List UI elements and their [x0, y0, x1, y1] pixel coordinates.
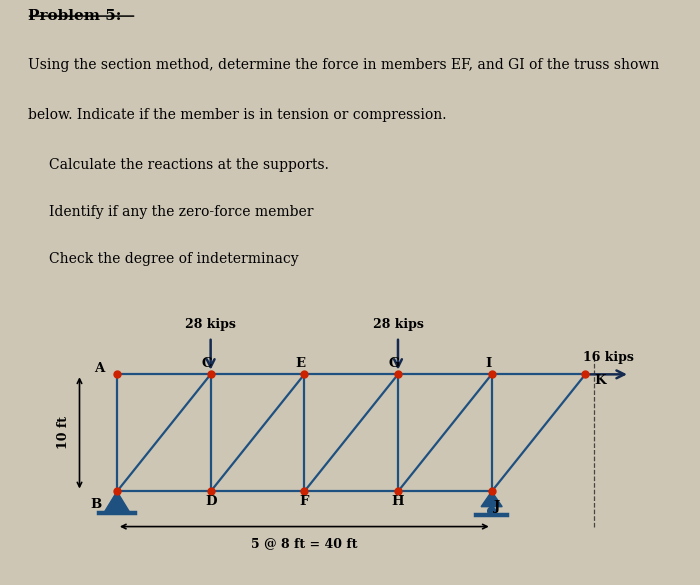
Text: below. Indicate if the member is in tension or compression.: below. Indicate if the member is in tens…	[28, 108, 447, 122]
Text: Check the degree of indeterminacy: Check the degree of indeterminacy	[49, 252, 299, 266]
Text: 28 kips: 28 kips	[186, 318, 236, 331]
Text: B: B	[90, 498, 101, 511]
Text: H: H	[392, 495, 405, 508]
Text: K: K	[595, 374, 606, 387]
Text: 5 @ 8 ft = 40 ft: 5 @ 8 ft = 40 ft	[251, 537, 358, 550]
Circle shape	[488, 507, 496, 515]
Text: Calculate the reactions at the supports.: Calculate the reactions at the supports.	[49, 158, 329, 172]
Text: C: C	[202, 357, 212, 370]
Text: D: D	[205, 495, 216, 508]
Polygon shape	[481, 491, 502, 507]
Text: A: A	[94, 362, 104, 375]
Text: F: F	[300, 495, 309, 508]
Text: G: G	[389, 357, 400, 370]
Text: 10 ft: 10 ft	[57, 417, 69, 449]
Text: Using the section method, determine the force in members EF, and GI of the truss: Using the section method, determine the …	[28, 58, 659, 73]
Text: J: J	[494, 500, 500, 513]
Text: 28 kips: 28 kips	[372, 318, 424, 331]
Text: 16 kips: 16 kips	[583, 351, 634, 364]
Text: Problem 5:: Problem 5:	[28, 9, 121, 23]
Text: E: E	[296, 357, 306, 370]
Text: Identify if any the zero-force member: Identify if any the zero-force member	[49, 205, 314, 219]
Text: I: I	[485, 357, 491, 370]
Polygon shape	[104, 491, 130, 512]
